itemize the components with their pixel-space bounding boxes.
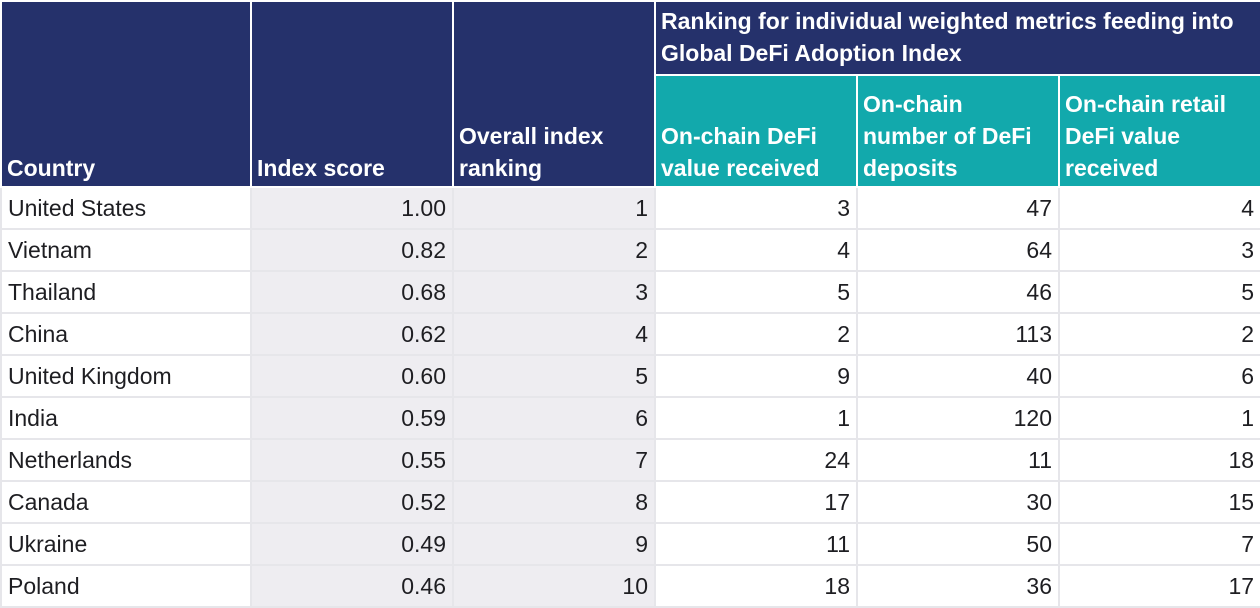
defi-deposits-cell: 120 xyxy=(856,396,1060,440)
overall-ranking-cell: 10 xyxy=(452,564,656,608)
country-cell: Canada xyxy=(0,480,252,524)
defi-value-received-cell: 17 xyxy=(654,480,858,524)
overall-ranking-cell: 2 xyxy=(452,228,656,272)
index-score-cell: 0.82 xyxy=(250,228,454,272)
country-cell: Ukraine xyxy=(0,522,252,566)
overall-ranking-cell: 5 xyxy=(452,354,656,398)
overall-ranking-cell: 8 xyxy=(452,480,656,524)
index-score-cell: 0.52 xyxy=(250,480,454,524)
retail-defi-value-cell: 7 xyxy=(1057,522,1260,566)
retail-defi-value-cell: 4 xyxy=(1057,186,1260,230)
defi-value-received-cell: 24 xyxy=(654,438,858,482)
defi-value-received-cell: 3 xyxy=(654,186,858,230)
header-defi-deposits: On-chain number of DeFi deposits xyxy=(856,74,1060,188)
defi-value-received-cell: 2 xyxy=(654,312,858,356)
retail-defi-value-cell: 18 xyxy=(1057,438,1260,482)
table-row: Vietnam 0.82 2 4 64 3 xyxy=(0,228,1260,272)
defi-deposits-cell: 64 xyxy=(856,228,1060,272)
country-cell: China xyxy=(0,312,252,356)
defi-value-received-cell: 1 xyxy=(654,396,858,440)
defi-value-received-cell: 9 xyxy=(654,354,858,398)
country-cell: United States xyxy=(0,186,252,230)
index-score-cell: 0.49 xyxy=(250,522,454,566)
index-score-cell: 0.59 xyxy=(250,396,454,440)
index-score-cell: 0.55 xyxy=(250,438,454,482)
index-score-cell: 1.00 xyxy=(250,186,454,230)
country-cell: Vietnam xyxy=(0,228,252,272)
defi-value-received-cell: 11 xyxy=(654,522,858,566)
index-score-cell: 0.68 xyxy=(250,270,454,314)
country-cell: United Kingdom xyxy=(0,354,252,398)
defi-deposits-cell: 40 xyxy=(856,354,1060,398)
retail-defi-value-cell: 1 xyxy=(1057,396,1260,440)
index-score-cell: 0.60 xyxy=(250,354,454,398)
retail-defi-value-cell: 15 xyxy=(1057,480,1260,524)
table-row: Thailand 0.68 3 5 46 5 xyxy=(0,270,1260,314)
overall-ranking-cell: 3 xyxy=(452,270,656,314)
index-score-cell: 0.62 xyxy=(250,312,454,356)
defi-deposits-cell: 11 xyxy=(856,438,1060,482)
defi-value-received-cell: 4 xyxy=(654,228,858,272)
defi-deposits-cell: 47 xyxy=(856,186,1060,230)
index-score-cell: 0.46 xyxy=(250,564,454,608)
table-row: China 0.62 4 2 113 2 xyxy=(0,312,1260,356)
retail-defi-value-cell: 6 xyxy=(1057,354,1260,398)
country-cell: Thailand xyxy=(0,270,252,314)
overall-ranking-cell: 1 xyxy=(452,186,656,230)
header-index-score: Index score xyxy=(250,0,454,188)
defi-deposits-cell: 50 xyxy=(856,522,1060,566)
table-body: United States 1.00 1 3 47 4 Vietnam 0.82 2 4 64 3 Th… xyxy=(0,186,1260,608)
overall-ranking-cell: 6 xyxy=(452,396,656,440)
country-cell: Poland xyxy=(0,564,252,608)
table-row: Poland 0.46 10 18 36 17 xyxy=(0,564,1260,608)
defi-deposits-cell: 36 xyxy=(856,564,1060,608)
table-row: Canada 0.52 8 17 30 15 xyxy=(0,480,1260,524)
table-row: Netherlands 0.55 7 24 11 18 xyxy=(0,438,1260,482)
table-row: India 0.59 6 1 120 1 xyxy=(0,396,1260,440)
header-defi-value-received: On-chain DeFi value received xyxy=(654,74,858,188)
retail-defi-value-cell: 2 xyxy=(1057,312,1260,356)
defi-deposits-cell: 46 xyxy=(856,270,1060,314)
overall-ranking-cell: 4 xyxy=(452,312,656,356)
defi-deposits-cell: 113 xyxy=(856,312,1060,356)
defi-value-received-cell: 5 xyxy=(654,270,858,314)
country-cell: India xyxy=(0,396,252,440)
retail-defi-value-cell: 17 xyxy=(1057,564,1260,608)
header-metrics-group: Ranking for individual weighted metrics … xyxy=(653,0,1260,76)
overall-ranking-cell: 7 xyxy=(452,438,656,482)
header-retail-defi-value: On-chain retail DeFi value received xyxy=(1057,74,1260,188)
table-row: Ukraine 0.49 9 11 50 7 xyxy=(0,522,1260,566)
header-country: Country xyxy=(0,0,252,188)
header-overall-ranking: Overall index ranking xyxy=(452,0,656,188)
defi-value-received-cell: 18 xyxy=(654,564,858,608)
retail-defi-value-cell: 5 xyxy=(1057,270,1260,314)
table-row: United States 1.00 1 3 47 4 xyxy=(0,186,1260,230)
table-row: United Kingdom 0.60 5 9 40 6 xyxy=(0,354,1260,398)
overall-ranking-cell: 9 xyxy=(452,522,656,566)
country-cell: Netherlands xyxy=(0,438,252,482)
defi-deposits-cell: 30 xyxy=(856,480,1060,524)
retail-defi-value-cell: 3 xyxy=(1057,228,1260,272)
